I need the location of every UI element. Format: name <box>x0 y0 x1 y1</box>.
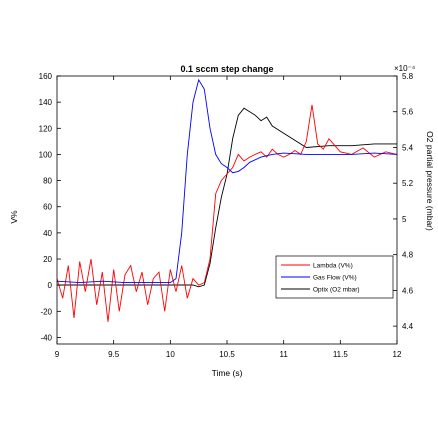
y-right-tick-label: 4.4 <box>402 322 414 331</box>
y-left-tick-label: -40 <box>40 333 52 342</box>
x-tick-label: 10 <box>166 350 175 359</box>
y-left-tick-label: 40 <box>43 229 52 238</box>
y-left-tick-label: 0 <box>48 281 53 290</box>
x-tick-label: 12 <box>393 350 402 359</box>
y-left-tick-label: 120 <box>39 124 53 133</box>
y-right-tick-label: 5.2 <box>402 179 414 188</box>
y-right-tick-label: 5.8 <box>402 72 414 81</box>
y-left-tick-label: 80 <box>43 177 52 186</box>
y-left-tick-label: -20 <box>40 307 52 316</box>
y-left-tick-label: 140 <box>39 98 53 107</box>
y-left-tick-label: 60 <box>43 203 52 212</box>
y-left-tick-label: 100 <box>39 150 53 159</box>
y-right-tick-label: 4.8 <box>402 251 414 260</box>
x-tick-label: 11 <box>280 350 289 359</box>
legend-entry: Gas Flow (V%) <box>313 275 357 282</box>
plot-background <box>57 76 397 344</box>
right-axis-exponent: ×10⁻⁴ <box>394 64 416 73</box>
series-line-2 <box>57 107 397 288</box>
chart-title: 0.1 sccm step change <box>180 64 273 74</box>
series-line-0 <box>57 104 397 322</box>
series-layer <box>57 78 397 322</box>
y-right-tick-label: 5 <box>402 215 407 224</box>
y-right-tick-label: 5.6 <box>402 108 414 117</box>
y-right-tick-label: 4.6 <box>402 286 414 295</box>
x-axis-label: Time (s) <box>212 368 243 378</box>
x-tick-label: 9 <box>55 350 60 359</box>
x-tick-label: 10.5 <box>219 350 235 359</box>
y-axis-label-left: V% <box>9 210 19 224</box>
legend: Lambda (V%) Gas Flow (V%) Optix (O2 mbar) <box>275 255 394 299</box>
y-left-tick-label: 160 <box>39 72 53 81</box>
legend-entry: Optix (O2 mbar) <box>313 287 360 294</box>
y-axis-label-right: O2 partial pressure (mbar) <box>425 131 435 231</box>
y-right-tick-label: 5.4 <box>402 143 414 152</box>
plot-area <box>57 76 397 344</box>
axes-layer: 9 9.5 10 10.5 11 11.5 12 -40 -20 0 20 40 60 80 100 120 1… <box>39 72 414 359</box>
series-line-1 <box>57 78 397 284</box>
x-tick-label: 11.5 <box>333 350 349 359</box>
x-tick-label: 9.5 <box>108 350 120 359</box>
y-left-tick-label: 20 <box>43 255 52 264</box>
legend-entry: Lambda (V%) <box>313 263 353 270</box>
